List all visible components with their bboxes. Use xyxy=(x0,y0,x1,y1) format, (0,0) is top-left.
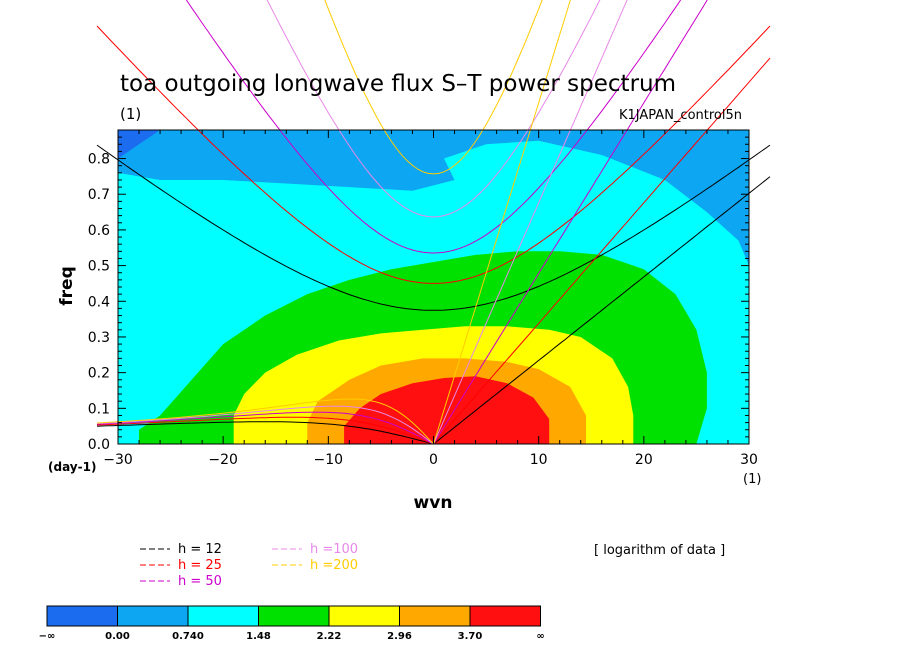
colorbar-label: 1.48 xyxy=(246,631,271,642)
colorbar-label: 2.22 xyxy=(317,631,342,642)
colorbar-swatch xyxy=(117,605,189,627)
colorbar-label: 2.96 xyxy=(387,631,412,642)
x-tick-label: −10 xyxy=(314,452,344,468)
y-tick-label: 0.4 xyxy=(88,294,110,310)
chart-title: toa outgoing longwave flux S–T power spe… xyxy=(120,71,676,97)
colorbar-swatch xyxy=(187,605,259,627)
colorbar-swatch xyxy=(469,605,541,627)
y-tick-label: 0.7 xyxy=(88,187,110,203)
log-note: [ logarithm of data ] xyxy=(594,543,725,558)
kelvin-curve-h100 xyxy=(433,0,628,444)
colorbar-label: 0.00 xyxy=(105,631,130,642)
kelvin-curve-h50 xyxy=(433,0,708,444)
gravity-curve-h25 xyxy=(96,25,771,284)
gravity-curve-h100 xyxy=(266,0,601,218)
colorbar-label: ∞ xyxy=(536,631,544,642)
colorbar: −∞ 0.00 0.740 1.48 2.22 2.96 3.70 ∞ xyxy=(39,605,545,642)
legend-label: h = 25 xyxy=(178,558,222,573)
y-tick-label: 0.3 xyxy=(88,330,110,346)
x-axis-label: wvn xyxy=(414,493,453,513)
y-tick-label: 0.5 xyxy=(88,259,110,275)
x-tick-label: −20 xyxy=(208,452,238,468)
legend-label: h =200 xyxy=(310,558,358,573)
colorbar-swatch xyxy=(399,605,471,627)
colorbar-swatch xyxy=(46,605,118,627)
colorbar-swatch xyxy=(258,605,330,627)
x-tick-label: 30 xyxy=(740,452,758,468)
rossby-curve-h100 xyxy=(96,405,434,444)
dispersion-curves xyxy=(96,0,771,444)
x-tick-label: 10 xyxy=(530,452,548,468)
y-tick-label: 0.2 xyxy=(88,366,110,382)
y-tick-label: 0.0 xyxy=(88,437,110,453)
x-tick-label: 0 xyxy=(429,452,438,468)
colorbar-swatch xyxy=(328,605,400,627)
kelvin-curve-h200 xyxy=(433,0,571,444)
colorbar-label: 0.740 xyxy=(172,631,204,642)
unit-label: (1) xyxy=(120,105,141,123)
y-tick-label: 0.1 xyxy=(88,401,110,417)
colorbar-label: 3.70 xyxy=(458,631,483,642)
rossby-curve-h25 xyxy=(96,416,434,444)
y-tick-label: 0.8 xyxy=(88,152,110,168)
y-unit-label: (day-1) xyxy=(48,460,96,474)
kelvin-curve-h12 xyxy=(433,176,771,444)
filled-contours xyxy=(118,130,749,444)
colorbar-label: −∞ xyxy=(39,631,56,642)
gravity-curve-h12 xyxy=(96,144,771,311)
kelvin-curve-h25 xyxy=(433,57,771,444)
rossby-curve-h200 xyxy=(96,398,434,444)
legend-label: h =100 xyxy=(310,542,358,557)
legend-label: h = 50 xyxy=(178,574,222,589)
contour-fill-lowest xyxy=(118,130,161,159)
y-tick-label: 0.6 xyxy=(88,223,110,239)
legend-label: h = 12 xyxy=(178,542,222,557)
y-axis-label: freq xyxy=(57,266,77,305)
rossby-curve-h50 xyxy=(96,411,434,444)
case-label: K1JAPAN_control5n xyxy=(619,108,742,123)
rossby-curve-h12 xyxy=(96,421,434,444)
axes: −30 −20 −10 0 10 20 30 0.0 0.1 0.2 0.3 0.4 0.5 0.6 0.7… xyxy=(88,130,758,468)
x-tick-label: −30 xyxy=(103,452,133,468)
x-unit-label: (1) xyxy=(743,472,761,487)
gravity-curve-h200 xyxy=(324,0,543,175)
gravity-curve-h50 xyxy=(185,0,682,254)
x-tick-label: 20 xyxy=(635,452,653,468)
